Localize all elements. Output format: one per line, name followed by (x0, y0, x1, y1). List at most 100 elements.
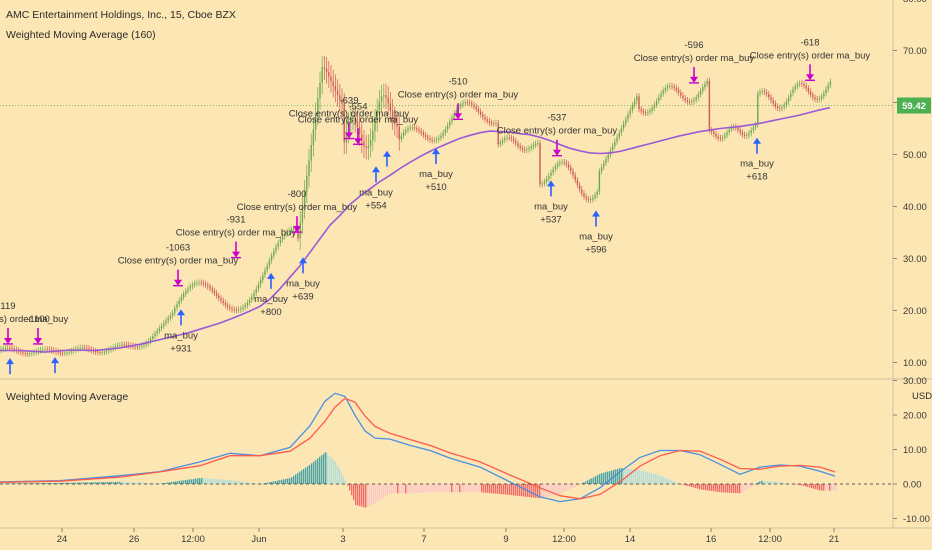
candle-body (528, 148, 530, 150)
exit-pnl-label: -510 (448, 76, 467, 87)
histogram-bar (179, 480, 181, 484)
exit-order-label: Close entry(s) order ma_buy (750, 50, 871, 61)
histogram-bar (643, 471, 645, 484)
candle-body (306, 176, 308, 192)
histogram-bar (395, 484, 397, 494)
candle-body (191, 284, 194, 287)
exit-arrow-head (293, 226, 301, 233)
histogram-bar (189, 479, 191, 484)
histogram-bar (171, 481, 173, 484)
histogram-bar (103, 482, 105, 484)
candle-body (13, 348, 15, 350)
histogram-bar (709, 484, 711, 491)
candle-body (367, 145, 370, 149)
histogram-bar (301, 470, 303, 484)
histogram-bar (541, 484, 543, 499)
candle-body (2, 348, 4, 350)
candle-body (600, 167, 603, 172)
histogram-bar (147, 482, 149, 484)
histogram-bar (603, 472, 605, 484)
candle-body (583, 193, 585, 197)
histogram-bar (505, 484, 507, 495)
histogram-bar (107, 482, 109, 484)
histogram-bar (641, 470, 643, 484)
candle-body (666, 86, 669, 89)
histogram-bar (585, 481, 587, 484)
exit-order-label: Close entry(s) order ma_buy (289, 109, 410, 120)
candle-body (706, 81, 708, 84)
candle-body (651, 108, 653, 111)
lower-pane-title[interactable]: Weighted Moving Average (6, 391, 129, 403)
histogram-bar (253, 483, 255, 484)
histogram-bar (463, 484, 465, 493)
histogram-bar (267, 482, 269, 484)
candle-body (211, 288, 213, 291)
candle-body (625, 119, 627, 124)
exit-pnl-label: 119 (0, 301, 15, 312)
buy-arrow-head (372, 166, 380, 173)
histogram-bar (487, 484, 489, 493)
histogram-bar (67, 482, 69, 484)
histogram-bar (257, 483, 259, 485)
histogram-bar (327, 453, 329, 484)
candle-body (20, 351, 22, 353)
histogram-bar (429, 484, 431, 493)
candle-body (614, 141, 616, 147)
histogram-bar (209, 478, 211, 484)
candle-body (603, 163, 605, 168)
candle-body (86, 347, 88, 349)
candle-body (31, 352, 33, 354)
osc-tick-label: 20.00 (903, 411, 927, 422)
candle-body (479, 111, 482, 115)
histogram-bar (247, 482, 249, 484)
last-price-tag (897, 97, 931, 114)
buy-arrow-head (432, 148, 440, 155)
histogram-bar (435, 484, 437, 493)
histogram-bar (203, 478, 205, 484)
candle-body (141, 345, 143, 347)
histogram-bar (449, 484, 451, 493)
histogram-bar (279, 480, 281, 484)
histogram-bar (601, 473, 603, 484)
candle-body (64, 352, 66, 354)
candle-body (152, 336, 154, 339)
candle-body (453, 113, 455, 118)
candle-body (719, 138, 722, 139)
histogram-bar (725, 484, 727, 493)
candle-body (761, 91, 763, 93)
histogram-bar (59, 482, 61, 484)
histogram-bar (277, 480, 279, 484)
exit-arrow-head (345, 132, 353, 139)
histogram-bar (665, 477, 667, 484)
symbol-title[interactable]: AMC Entertainment Holdings, Inc., 15, Cb… (6, 9, 236, 21)
histogram-bar (757, 482, 759, 484)
candle-body (702, 87, 704, 91)
candle-body (673, 86, 675, 88)
histogram-bar (817, 484, 819, 490)
candle-body (552, 169, 554, 173)
histogram-bar (669, 479, 671, 484)
indicator-title[interactable]: Weighted Moving Average (160) (6, 29, 156, 41)
histogram-bar (457, 484, 459, 493)
candle-body (721, 137, 724, 139)
candle-body (180, 297, 183, 301)
candle-body (246, 302, 249, 306)
buy-profit-label: +800 (260, 307, 281, 318)
candle-body (402, 132, 405, 136)
candle-body (530, 146, 532, 149)
candle-body (248, 299, 251, 303)
histogram-bar (671, 480, 673, 484)
histogram-bar (705, 484, 707, 491)
candle-body (407, 128, 409, 131)
histogram-bar (275, 480, 277, 484)
buy-order-label: ma_buy (740, 159, 774, 170)
histogram-bar (797, 484, 799, 485)
histogram-bar (557, 484, 559, 495)
candle-body (185, 291, 187, 294)
candle-body (550, 172, 552, 176)
candle-body (50, 349, 53, 351)
histogram-bar (501, 484, 503, 495)
candle-body (684, 98, 686, 101)
candle-body (105, 350, 108, 352)
